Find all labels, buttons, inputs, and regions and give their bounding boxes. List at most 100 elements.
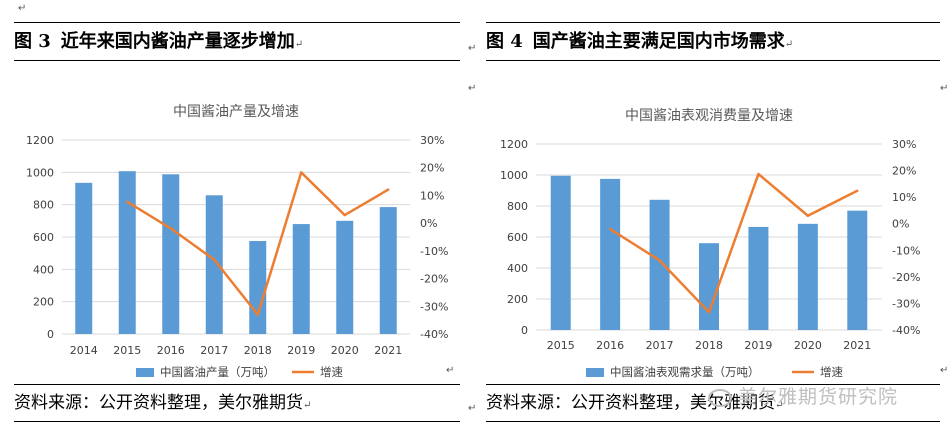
x-tick-label: 2020	[794, 339, 822, 352]
legend-swatch-bar	[136, 368, 154, 377]
y-tick-label: 600	[33, 231, 54, 244]
bar	[249, 241, 267, 334]
bar	[649, 199, 670, 330]
y-tick-label: 1000	[500, 169, 528, 182]
figure-title: 国产酱油主要满足国内市场需求	[532, 31, 785, 52]
y2-tick-label: 20%	[892, 165, 916, 178]
wechat-icon	[708, 388, 732, 407]
paragraph-mark: ↵	[468, 403, 477, 414]
legend-label: 增速	[320, 365, 343, 379]
y2-tick-label: -40%	[892, 324, 920, 337]
chart-title: 中国酱油产量及增速	[173, 104, 299, 120]
bar	[550, 175, 571, 330]
line-point	[856, 189, 859, 192]
y2-tick-label: 20%	[420, 162, 444, 175]
source-text: 资料来源：公开资料整理，美尔雅期货	[14, 393, 303, 413]
y-tick-label: 200	[507, 293, 528, 306]
y2-tick-label: 0%	[420, 217, 437, 230]
series-line	[609, 172, 858, 314]
y2-tick-label: 30%	[892, 138, 916, 151]
y2-tick-label: 30%	[420, 134, 444, 147]
line-point	[213, 258, 216, 261]
watermark-text: 美尔雅期货研究院	[738, 386, 899, 408]
line-point	[658, 259, 661, 262]
paragraph-mark: ↵	[303, 400, 312, 411]
y2-tick-label: -30%	[892, 297, 920, 310]
x-tick-label: 2017	[200, 344, 228, 357]
y2-tick-label: -40%	[420, 328, 448, 341]
x-tick-label: 2020	[331, 344, 359, 357]
y2-tick-label: -20%	[420, 273, 448, 286]
line-point	[608, 227, 612, 231]
figure-number: 图 4	[486, 31, 523, 52]
source-text: 资料来源：公开资料整理，美尔雅期货	[486, 393, 775, 413]
bar	[205, 195, 223, 334]
x-tick-label: 2019	[744, 339, 772, 352]
y2-tick-label: -10%	[420, 245, 448, 258]
x-tick-label: 2018	[244, 344, 272, 357]
y-tick-label: 1200	[26, 134, 54, 147]
figure-title-bar: 图 4 国产酱油主要满足国内市场需求↵	[486, 22, 940, 61]
bar	[379, 207, 397, 334]
paragraph-mark: ↵	[294, 39, 304, 50]
source-note: 资料来源：公开资料整理，美尔雅期货↵	[486, 384, 940, 422]
bar	[748, 226, 769, 330]
y2-tick-label: -20%	[892, 271, 920, 284]
line-point	[126, 200, 129, 204]
x-tick-label: 2019	[287, 344, 315, 357]
y-tick-label: 0	[47, 328, 54, 341]
x-tick-label: 2016	[596, 339, 624, 352]
line-point	[806, 214, 810, 217]
legend-label: 增速	[820, 365, 843, 379]
line-point	[757, 172, 760, 176]
paragraph-mark: ↵	[940, 83, 949, 94]
y-tick-label: 0	[521, 324, 528, 337]
x-tick-label: 2014	[70, 344, 98, 357]
y-tick-label: 200	[33, 296, 54, 309]
chart-area-right: 中国酱油表观消费量及增速 0 200 400 600 800 1000 1200 30% 20% 1…	[486, 60, 940, 384]
legend-label: 中国酱油表观需求量（万吨）	[610, 365, 760, 379]
line-point	[387, 188, 390, 191]
bar	[75, 182, 93, 334]
y2-tick-label: 10%	[420, 189, 444, 202]
line-point	[256, 313, 259, 316]
figure-number: 图 3	[14, 31, 51, 52]
y-tick-label: 800	[507, 200, 528, 213]
bar	[797, 223, 818, 330]
x-tick-label: 2016	[157, 344, 185, 357]
figure-panel-left: 图 3 近年来国内酱油产量逐步增加↵ 中国酱油产量及增速 0 200 400 600 800…	[14, 22, 460, 422]
y2-tick-label: 10%	[892, 191, 916, 204]
line-point	[343, 213, 346, 217]
bar	[847, 210, 868, 330]
chart-right: 中国酱油表观消费量及增速 0 200 400 600 800 1000 1200 30% 20% 1…	[500, 108, 920, 379]
bar	[699, 243, 719, 330]
y-tick-label: 1200	[500, 138, 528, 151]
bar	[600, 178, 621, 330]
x-tick-label: 2021	[374, 344, 402, 357]
line-point	[707, 310, 711, 314]
y2-tick-label: -10%	[892, 244, 920, 257]
source-note: 资料来源：公开资料整理，美尔雅期货↵	[14, 384, 460, 422]
paragraph-mark: ↵	[940, 365, 949, 376]
legend-swatch-bar	[586, 368, 604, 377]
chart-title: 中国酱油表观消费量及增速	[625, 108, 793, 124]
bar	[118, 171, 136, 334]
x-tick-label: 2018	[695, 339, 723, 352]
paragraph-mark: ↵	[468, 43, 477, 54]
paragraph-mark: ↵	[775, 400, 784, 411]
y-tick-label: 400	[507, 262, 528, 275]
watermark: 美尔雅期货研究院	[708, 382, 898, 409]
paragraph-mark: ↵	[446, 365, 455, 376]
x-tick-label: 2015	[547, 339, 575, 352]
paragraph-mark: ↵	[468, 83, 477, 94]
y2-tick-label: -30%	[420, 300, 448, 313]
y2-tick-label: 0%	[892, 218, 909, 231]
paragraph-mark: ↵	[784, 39, 794, 50]
line-point	[169, 227, 172, 230]
x-tick-label: 2017	[646, 339, 674, 352]
line-point	[300, 171, 303, 174]
x-tick-label: 2021	[843, 339, 871, 352]
chart-area-left: 中国酱油产量及增速 0 200 400 600 800 1000 1200 30% 20% 10% 0…	[14, 60, 460, 384]
y-tick-label: 800	[33, 199, 54, 212]
y-tick-label: 1000	[26, 166, 54, 179]
